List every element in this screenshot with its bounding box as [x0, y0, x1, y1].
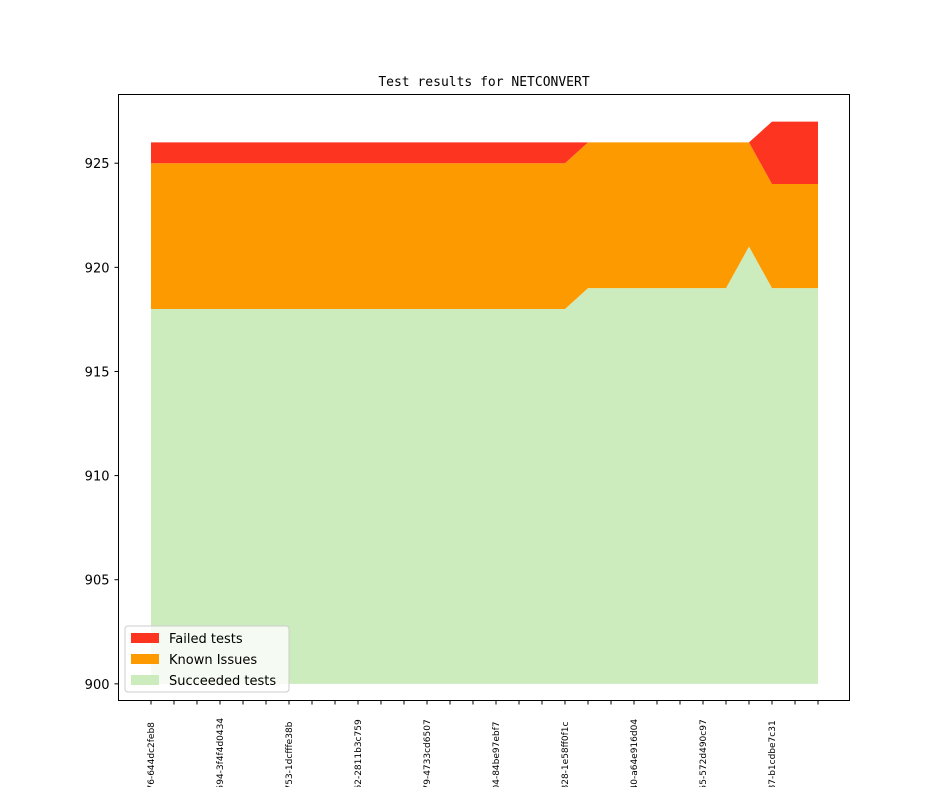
x-tick-label: 55-572d490c97: [699, 719, 709, 787]
plot-frame: [118, 94, 850, 701]
legend: Failed tests Known Issues Succeeded tests: [124, 625, 290, 693]
y-tick-label: 920: [85, 261, 110, 276]
area-succeeded-tests: [151, 246, 818, 684]
x-tick-label: 76-644dc2feb8: [147, 722, 157, 787]
x-axis: 76-644dc2feb8 594-3f4f4d0434 753-1dcfffe38…: [147, 700, 819, 787]
legend-label-known-issues: Known Issues: [169, 653, 257, 668]
chart-areas: [151, 121, 818, 684]
legend-swatch-failed-tests: [131, 633, 159, 643]
x-tick-label: 828-1e58ff0f1c: [561, 722, 571, 787]
legend-label-failed-tests: Failed tests: [169, 632, 243, 647]
y-tick-label: 925: [85, 157, 110, 172]
chart-title: Test results for NETCONVERT: [378, 75, 589, 90]
area-failed-tests: [151, 121, 818, 185]
x-tick-label: 753-1dcfffe38b: [285, 721, 295, 787]
legend-box: [124, 625, 290, 693]
y-tick-label: 900: [85, 678, 110, 693]
y-tick-label: 910: [85, 470, 110, 485]
x-tick-label: 40-a64e916d04: [630, 719, 640, 787]
legend-swatch-succeeded-tests: [131, 675, 159, 685]
x-tick-label: 594-3f4f4d0434: [216, 718, 226, 787]
x-tick-label: 04-84be97ebf7: [492, 722, 502, 787]
legend-label-succeeded-tests: Succeeded tests: [169, 674, 276, 689]
y-tick-label: 915: [85, 365, 110, 380]
x-tick-label: 79-4733cd6507: [423, 719, 433, 787]
x-tick-label: 87-b1cdbe7c31: [768, 720, 778, 787]
area-known-issues: [151, 142, 818, 309]
y-axis: 900 905 910 915 920 925: [85, 157, 119, 693]
legend-swatch-known-issues: [131, 654, 159, 664]
x-tick-label: 62-2811b3c759: [354, 719, 364, 787]
y-tick-label: 905: [85, 574, 110, 589]
